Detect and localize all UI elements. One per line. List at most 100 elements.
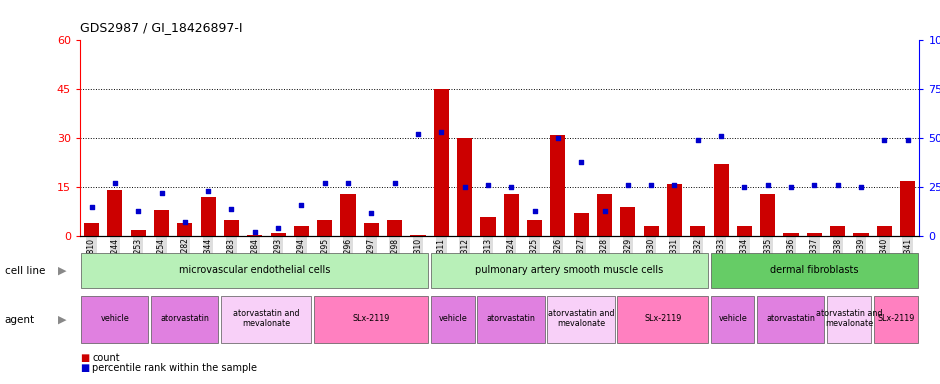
Bar bbox=[760, 194, 776, 236]
Bar bbox=[131, 230, 146, 236]
Point bbox=[854, 184, 869, 190]
Bar bbox=[478, 296, 544, 343]
Text: pulmonary artery smooth muscle cells: pulmonary artery smooth muscle cells bbox=[476, 265, 664, 275]
Text: GDS2987 / GI_18426897-I: GDS2987 / GI_18426897-I bbox=[80, 21, 243, 34]
Point bbox=[433, 129, 448, 136]
Bar bbox=[711, 253, 917, 288]
Bar bbox=[737, 227, 752, 236]
Text: SLx-2119: SLx-2119 bbox=[877, 314, 915, 323]
Bar bbox=[457, 138, 472, 236]
Text: atorvastatin and
mevalonate: atorvastatin and mevalonate bbox=[233, 309, 300, 328]
Bar bbox=[573, 214, 588, 236]
Bar bbox=[317, 220, 333, 236]
Text: dermal fibroblasts: dermal fibroblasts bbox=[770, 265, 858, 275]
Bar bbox=[433, 89, 449, 236]
Point bbox=[667, 182, 682, 188]
Bar bbox=[294, 227, 309, 236]
Text: cell line: cell line bbox=[5, 266, 45, 276]
Bar bbox=[314, 296, 428, 343]
Text: ■: ■ bbox=[80, 353, 89, 363]
Bar bbox=[854, 233, 869, 236]
Bar bbox=[247, 235, 262, 236]
Bar bbox=[81, 296, 149, 343]
Text: atorvastatin: atorvastatin bbox=[487, 314, 536, 323]
Bar bbox=[480, 217, 495, 236]
Point bbox=[364, 210, 379, 216]
Point bbox=[457, 184, 472, 190]
Point bbox=[597, 208, 612, 214]
Point bbox=[247, 229, 262, 235]
Bar bbox=[364, 223, 379, 236]
Bar bbox=[827, 296, 871, 343]
Point bbox=[551, 135, 566, 141]
Bar bbox=[271, 233, 286, 236]
Bar bbox=[221, 296, 311, 343]
Point bbox=[807, 182, 822, 188]
Bar bbox=[784, 233, 799, 236]
Bar bbox=[340, 194, 355, 236]
Point bbox=[107, 180, 122, 186]
Bar bbox=[151, 296, 218, 343]
Bar bbox=[107, 190, 122, 236]
Bar bbox=[84, 223, 99, 236]
Text: ■: ■ bbox=[80, 363, 89, 373]
Point bbox=[573, 159, 588, 165]
Text: SLx-2119: SLx-2119 bbox=[644, 314, 682, 323]
Bar bbox=[618, 296, 708, 343]
Point bbox=[877, 137, 892, 143]
Bar bbox=[200, 197, 215, 236]
Text: ▶: ▶ bbox=[58, 266, 67, 276]
Point bbox=[504, 184, 519, 190]
Bar bbox=[81, 253, 428, 288]
Point bbox=[154, 190, 169, 196]
Bar bbox=[713, 164, 728, 236]
Text: atorvastatin: atorvastatin bbox=[767, 314, 816, 323]
Text: atorvastatin and
mevalonate: atorvastatin and mevalonate bbox=[816, 309, 883, 328]
Point bbox=[271, 225, 286, 232]
Text: agent: agent bbox=[5, 314, 35, 325]
Point bbox=[340, 180, 355, 186]
Text: count: count bbox=[92, 353, 119, 363]
Bar bbox=[901, 181, 916, 236]
Point bbox=[224, 206, 239, 212]
Point bbox=[131, 208, 146, 214]
Text: atorvastatin and
mevalonate: atorvastatin and mevalonate bbox=[548, 309, 615, 328]
Point bbox=[713, 133, 728, 139]
Bar bbox=[758, 296, 824, 343]
Point bbox=[178, 219, 193, 225]
Point bbox=[317, 180, 332, 186]
Text: ▶: ▶ bbox=[58, 314, 67, 325]
Bar bbox=[620, 207, 635, 236]
Bar bbox=[154, 210, 169, 236]
Bar bbox=[527, 220, 542, 236]
Point bbox=[294, 202, 309, 208]
Point bbox=[737, 184, 752, 190]
Bar bbox=[431, 296, 475, 343]
Text: atorvastatin: atorvastatin bbox=[161, 314, 210, 323]
Bar bbox=[877, 227, 892, 236]
Point bbox=[527, 208, 542, 214]
Point bbox=[620, 182, 635, 188]
Text: percentile rank within the sample: percentile rank within the sample bbox=[92, 363, 258, 373]
Bar bbox=[874, 296, 917, 343]
Bar bbox=[547, 296, 615, 343]
Bar bbox=[411, 235, 426, 236]
Text: vehicle: vehicle bbox=[439, 314, 467, 323]
Bar bbox=[387, 220, 402, 236]
Bar bbox=[597, 194, 612, 236]
Point bbox=[411, 131, 426, 137]
Bar bbox=[504, 194, 519, 236]
Text: vehicle: vehicle bbox=[101, 314, 130, 323]
Text: SLx-2119: SLx-2119 bbox=[352, 314, 390, 323]
Point bbox=[480, 182, 495, 188]
Point bbox=[901, 137, 916, 143]
Point bbox=[84, 204, 99, 210]
Bar bbox=[666, 184, 682, 236]
Point bbox=[690, 137, 705, 143]
Bar bbox=[431, 253, 708, 288]
Bar bbox=[644, 227, 659, 236]
Bar bbox=[830, 227, 845, 236]
Point bbox=[760, 182, 776, 188]
Point bbox=[200, 188, 215, 194]
Point bbox=[784, 184, 799, 190]
